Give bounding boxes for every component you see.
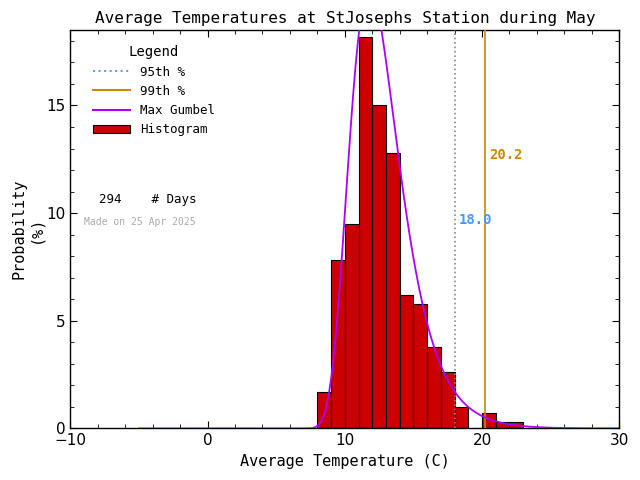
Bar	[427, 347, 441, 429]
Text: 18.0: 18.0	[459, 213, 492, 227]
Bar	[400, 295, 413, 429]
Y-axis label: Probability
(%): Probability (%)	[11, 179, 44, 279]
X-axis label: Average Temperature (C): Average Temperature (C)	[240, 454, 450, 469]
Bar	[496, 422, 509, 429]
Bar	[509, 422, 523, 429]
Text: Made on 25 Apr 2025: Made on 25 Apr 2025	[84, 217, 196, 227]
Text: 294    # Days: 294 # Days	[84, 193, 196, 206]
Bar	[482, 413, 496, 429]
Legend: 95th %, 99th %, Max Gumbel, Histogram: 95th %, 99th %, Max Gumbel, Histogram	[88, 40, 220, 141]
Bar	[317, 392, 331, 429]
Bar	[358, 36, 372, 429]
Bar	[372, 106, 386, 429]
Title: Average Temperatures at StJosephs Station during May: Average Temperatures at StJosephs Statio…	[95, 11, 595, 26]
Bar	[454, 407, 468, 429]
Text: 20.2: 20.2	[489, 148, 522, 162]
Bar	[386, 153, 400, 429]
Bar	[331, 261, 345, 429]
Bar	[413, 303, 427, 429]
Bar	[441, 372, 454, 429]
Bar	[345, 224, 358, 429]
